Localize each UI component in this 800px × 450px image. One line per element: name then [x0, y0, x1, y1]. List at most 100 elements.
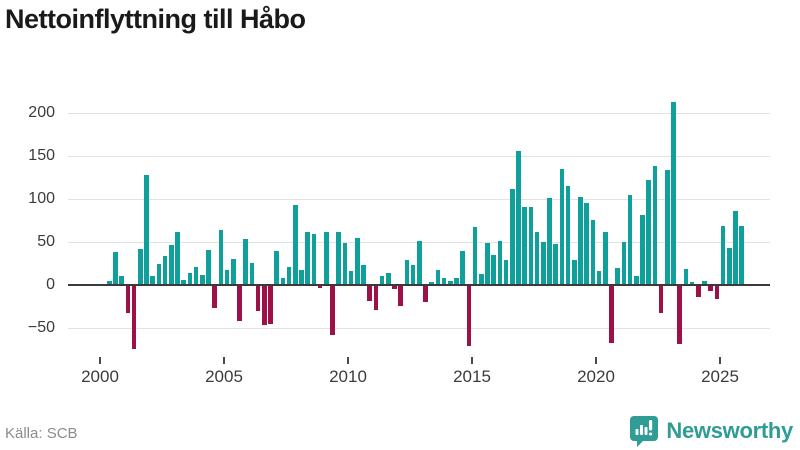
x-tick-label: 2020 [577, 367, 615, 386]
bar [175, 232, 180, 284]
bar [652, 166, 658, 284]
bar [379, 276, 385, 284]
bar [609, 285, 614, 343]
bar [547, 198, 552, 284]
bar [590, 220, 596, 284]
bar [125, 285, 131, 314]
bar [361, 265, 366, 284]
grid-line [68, 112, 770, 114]
bar [144, 174, 149, 284]
newsworthy-logo: Newsworthy [629, 415, 793, 447]
y-tick-label: 50 [37, 232, 55, 250]
bar [565, 185, 571, 284]
bar [726, 247, 732, 284]
bar [193, 266, 199, 284]
bar [658, 285, 664, 313]
bar [441, 277, 447, 284]
bar [398, 285, 404, 306]
x-tick-mark [471, 357, 473, 364]
bar [292, 204, 298, 284]
bar [354, 237, 360, 284]
newsworthy-wordmark: Newsworthy [666, 418, 793, 443]
bar [181, 279, 187, 284]
newsworthy-icon [629, 415, 659, 447]
bar [534, 232, 540, 284]
bar [478, 273, 484, 284]
x-tick-mark [719, 357, 721, 364]
bar [633, 276, 639, 284]
bar [695, 285, 701, 298]
bar [720, 225, 726, 284]
bar [162, 256, 168, 284]
bar [131, 285, 137, 349]
grid-line [68, 327, 770, 329]
x-tick-label: 2025 [701, 367, 739, 386]
bar [671, 101, 676, 284]
x-tick-mark [223, 357, 225, 364]
bar [559, 168, 565, 284]
bar [187, 272, 193, 284]
bar [150, 276, 156, 284]
chart-title: Nettoinflyttning till Håbo [5, 4, 306, 34]
bar [255, 285, 261, 311]
bar [571, 259, 577, 284]
bar [689, 282, 695, 284]
bar [702, 280, 707, 284]
bar [137, 248, 143, 284]
bar [460, 251, 466, 284]
bar [249, 263, 255, 284]
bar [311, 234, 317, 284]
bar [528, 207, 534, 284]
bar [485, 242, 490, 284]
bar [342, 242, 348, 284]
bar [447, 280, 453, 284]
x-tick-label: 2015 [453, 367, 491, 386]
bar [435, 270, 441, 284]
bar [578, 197, 583, 284]
bar [268, 285, 273, 324]
bar [237, 285, 242, 322]
bar [416, 241, 422, 284]
y-tick-label: 0 [46, 275, 55, 293]
bar [472, 227, 478, 284]
bar [392, 285, 397, 290]
bar [423, 285, 428, 303]
bar [540, 241, 546, 284]
y-tick-label: 200 [28, 103, 55, 121]
bar [305, 231, 311, 284]
bar [156, 264, 162, 284]
bar [113, 252, 118, 284]
bar [261, 285, 267, 326]
x-tick-label: 2005 [205, 367, 243, 386]
bar [218, 229, 224, 284]
bar [410, 265, 416, 284]
bar [627, 194, 633, 284]
x-tick-label: 2000 [81, 367, 119, 386]
bar [224, 270, 230, 284]
bar [212, 285, 218, 309]
y-tick-label: −50 [27, 318, 55, 336]
x-tick-mark [347, 357, 349, 364]
bar [199, 274, 205, 284]
bar [299, 270, 304, 284]
bar [621, 241, 627, 284]
bar [106, 280, 112, 284]
bar [503, 259, 509, 284]
bar [280, 277, 286, 284]
y-tick-label: 150 [28, 146, 55, 164]
bar [553, 244, 559, 284]
bar [274, 251, 280, 284]
grid-line [68, 155, 770, 157]
bar [640, 215, 645, 284]
bar [509, 188, 515, 284]
bar [646, 179, 652, 284]
bar [466, 285, 472, 347]
bar [323, 231, 329, 284]
source-label: Källa: SCB [5, 425, 78, 442]
bar [404, 259, 410, 284]
bar [243, 239, 249, 284]
bar [677, 285, 683, 345]
bar [367, 285, 373, 302]
x-tick-mark [595, 357, 597, 364]
